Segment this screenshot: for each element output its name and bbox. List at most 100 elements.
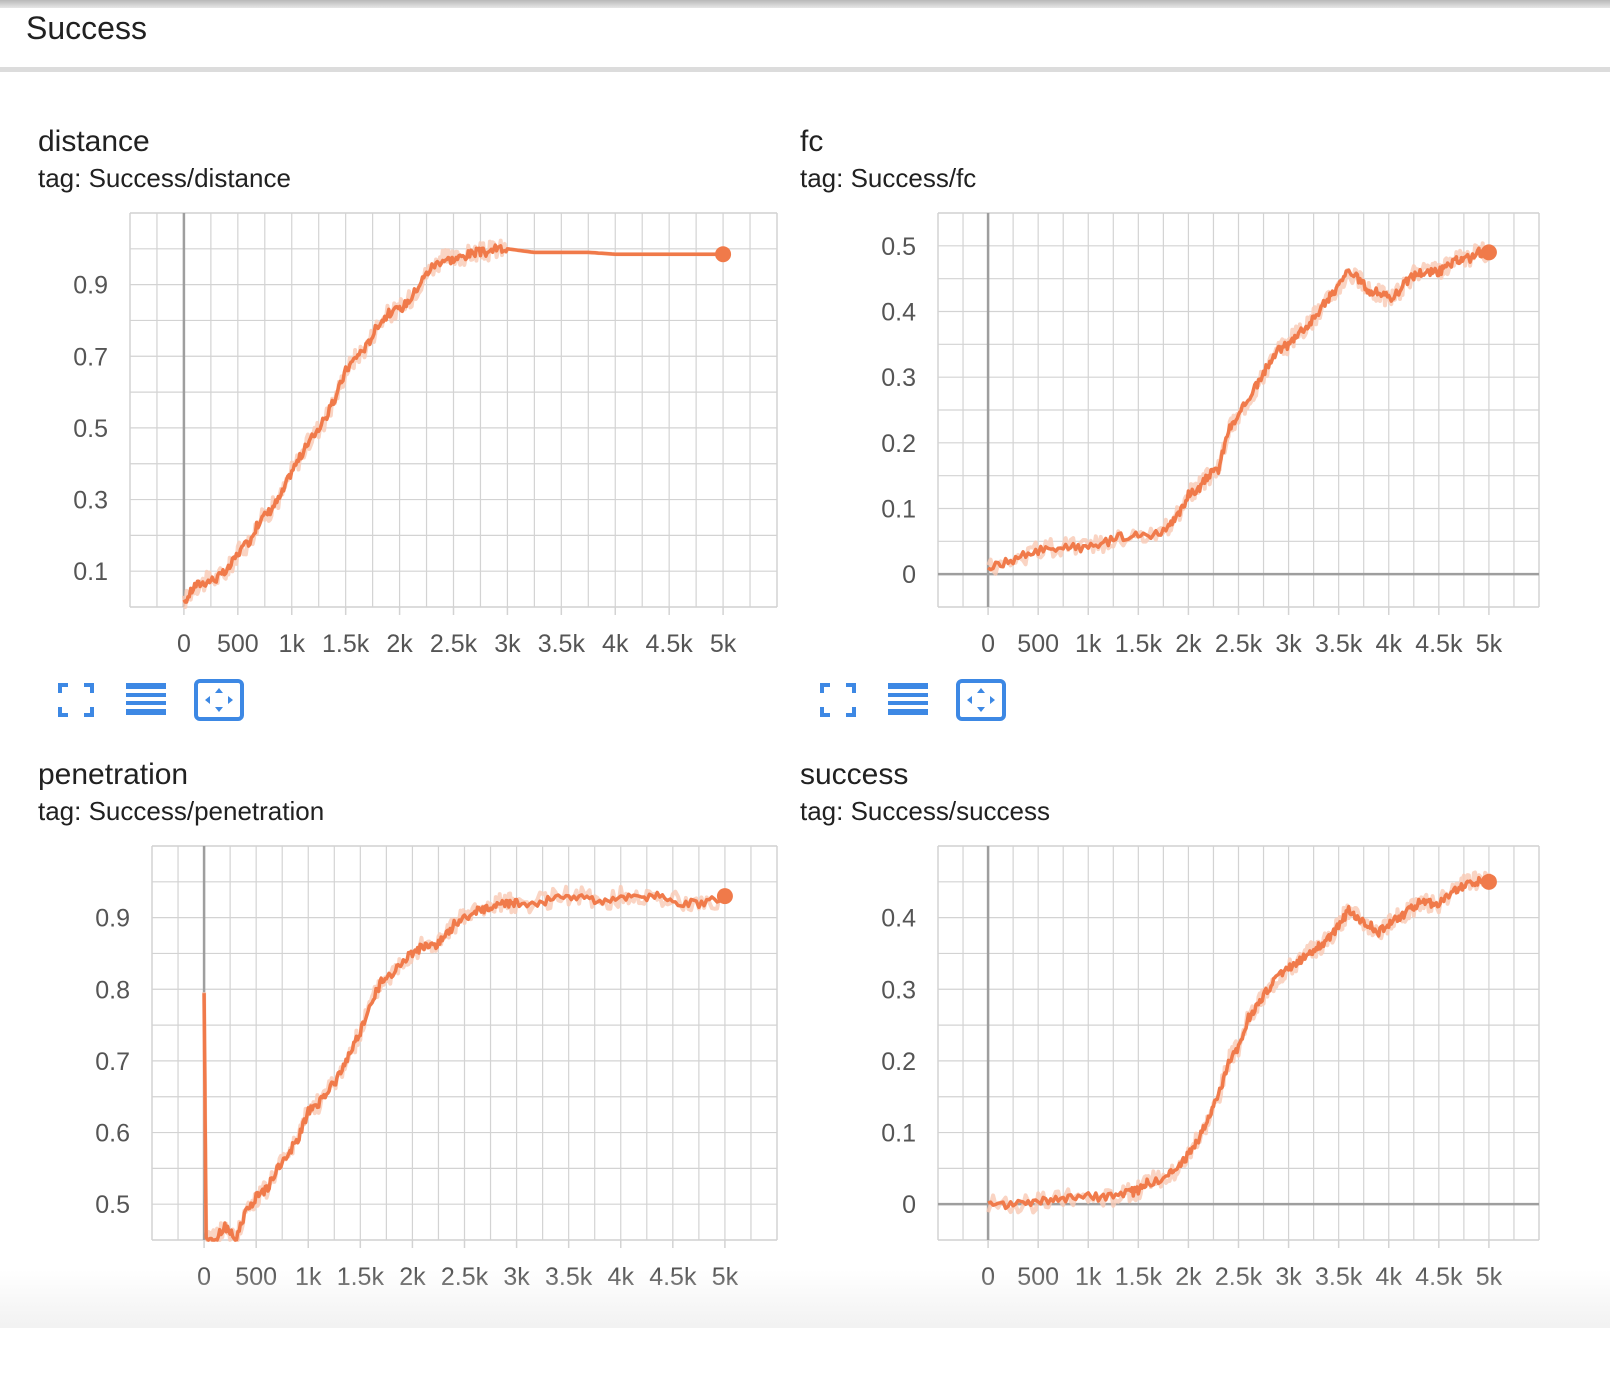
x-tick-label: 0 [981, 1263, 995, 1291]
x-tick-label: 2.5k [430, 630, 478, 658]
data-table-icon[interactable] [122, 677, 170, 723]
fullscreen-icon[interactable] [814, 677, 862, 723]
x-tick-label: 4k [608, 1263, 635, 1291]
x-tick-label: 4.5k [1415, 1263, 1463, 1291]
x-tick-label: 3k [494, 630, 521, 658]
y-tick-label: 0.1 [73, 558, 108, 586]
grid [129, 212, 778, 608]
x-tick-label: 2.5k [1215, 630, 1263, 658]
chart-toolbar [762, 677, 1022, 727]
x-tick-label: 3k [503, 1263, 530, 1291]
x-tick-label: 2k [1175, 1263, 1202, 1291]
y-tick-label: 0 [902, 1191, 916, 1219]
section-header[interactable]: Success [0, 8, 1610, 72]
x-tick-label: 0 [197, 1263, 211, 1291]
x-tick-label: 1.5k [1115, 630, 1163, 658]
y-tick-label: 0.4 [881, 905, 916, 933]
chart-penetration[interactable]: 0 500 1k 1.5k 2k 2.5k 3k 3.5k 4k 4.5k 5k 0.5 0.6 0.7 0… [0, 838, 800, 1393]
x-tick-label: 2k [399, 1263, 426, 1291]
data-table-icon[interactable] [884, 677, 932, 723]
y-tick-label: 0.7 [95, 1048, 130, 1076]
card-title: penetration [38, 758, 189, 791]
fit-domain-icon[interactable] [956, 677, 1006, 723]
card-distance: distance tag: Success/distance 0 500 1k 1.5… [0, 125, 800, 765]
x-tick-label: 0 [177, 630, 191, 658]
x-tick-label: 2k [1175, 630, 1202, 658]
series-endpoint[interactable] [1480, 873, 1497, 890]
section-title: Success [26, 10, 147, 46]
x-tick-label: 500 [1017, 630, 1059, 658]
card-tag: tag: Success/penetration [38, 796, 325, 826]
series-line[interactable] [202, 890, 726, 1242]
grid [151, 845, 778, 1241]
card-title: success [800, 758, 909, 791]
x-tick-label: 1.5k [1115, 1263, 1163, 1291]
x-tick-label: 1k [279, 630, 306, 658]
x-tick-label: 3.5k [545, 1263, 593, 1291]
x-tick-label: 3.5k [538, 630, 586, 658]
x-tick-label: 4.5k [1415, 630, 1463, 658]
chart-distance[interactable]: 0 500 1k 1.5k 2k 2.5k 3k 3.5k 4k 4.5k 5k 0.1 0.3 0.5 0… [0, 205, 800, 760]
x-tick-label: 1k [295, 1263, 322, 1291]
series-line[interactable] [182, 243, 724, 604]
x-tick-label: 500 [235, 1263, 277, 1291]
x-tick-label: 5k [712, 1263, 739, 1291]
y-tick-label: 0.7 [73, 343, 108, 371]
y-tick-label: 0.5 [73, 415, 108, 443]
x-tick-label: 5k [710, 630, 737, 658]
x-tick-label: 2.5k [1215, 1263, 1263, 1291]
x-tick-label: 4k [1376, 630, 1403, 658]
x-tick-label: 5k [1476, 630, 1503, 658]
y-tick-label: 0.9 [73, 272, 108, 300]
series-raw-line [202, 884, 727, 1242]
x-tick-label: 2.5k [441, 1263, 489, 1291]
series-line[interactable] [987, 246, 1491, 572]
y-tick-label: 0.9 [95, 905, 130, 933]
chart-toolbar [0, 677, 260, 727]
x-tick-label: 1.5k [322, 630, 370, 658]
x-tick-label: 500 [217, 630, 259, 658]
y-tick-label: 0.3 [881, 364, 916, 392]
card-penetration: penetration tag: Success/penetration 0 50… [0, 758, 800, 1398]
y-tick-label: 0.5 [95, 1191, 130, 1219]
y-tick-label: 0.6 [95, 1120, 130, 1148]
card-tag: tag: Success/distance [38, 163, 291, 193]
series-raw-line [986, 870, 1491, 1215]
x-tick-label: 2k [386, 630, 413, 658]
y-tick-label: 0.5 [881, 233, 916, 261]
card-fc: fc tag: Success/fc 0 500 1k 1.5k 2k 2.5k 3k 3.5… [762, 125, 1562, 765]
x-tick-label: 0 [981, 630, 995, 658]
fit-domain-icon[interactable] [194, 677, 244, 723]
series-endpoint[interactable] [716, 888, 733, 905]
y-tick-label: 0.1 [881, 496, 916, 524]
series-endpoint[interactable] [1480, 244, 1497, 261]
x-tick-label: 3k [1275, 1263, 1302, 1291]
card-title: distance [38, 125, 150, 158]
x-tick-label: 1k [1075, 1263, 1102, 1291]
fullscreen-icon[interactable] [52, 677, 100, 723]
x-tick-label: 5k [1476, 1263, 1503, 1291]
x-tick-label: 3k [1275, 630, 1302, 658]
x-tick-label: 500 [1017, 1263, 1059, 1291]
chart-success[interactable]: 0 500 1k 1.5k 2k 2.5k 3k 3.5k 4k 4.5k 5k 0 0.1 0.2 0.3… [762, 838, 1562, 1393]
y-tick-label: 0.3 [73, 487, 108, 515]
card-tag: tag: Success/fc [800, 163, 977, 193]
card-tag: tag: Success/success [800, 796, 1050, 826]
series-endpoint[interactable] [715, 246, 732, 263]
y-tick-label: 0.2 [881, 430, 916, 458]
y-tick-label: 0.1 [881, 1120, 916, 1148]
chart-fc[interactable]: 0 500 1k 1.5k 2k 2.5k 3k 3.5k 4k 4.5k 5k 0 0.1 0.2 0.3… [762, 205, 1562, 760]
y-tick-label: 0.8 [95, 976, 130, 1004]
x-tick-label: 1.5k [337, 1263, 385, 1291]
series-line[interactable] [987, 875, 1490, 1211]
x-tick-label: 3.5k [1315, 630, 1363, 658]
y-tick-label: 0.3 [881, 976, 916, 1004]
x-tick-label: 4k [602, 630, 629, 658]
x-tick-label: 3.5k [1315, 1263, 1363, 1291]
x-tick-label: 1k [1075, 630, 1102, 658]
card-title: fc [800, 125, 824, 158]
x-tick-label: 4.5k [646, 630, 694, 658]
card-success: success tag: Success/success 0 500 1k 1.5k 2… [762, 758, 1562, 1398]
x-tick-label: 4k [1376, 1263, 1403, 1291]
y-tick-label: 0.4 [881, 299, 916, 327]
